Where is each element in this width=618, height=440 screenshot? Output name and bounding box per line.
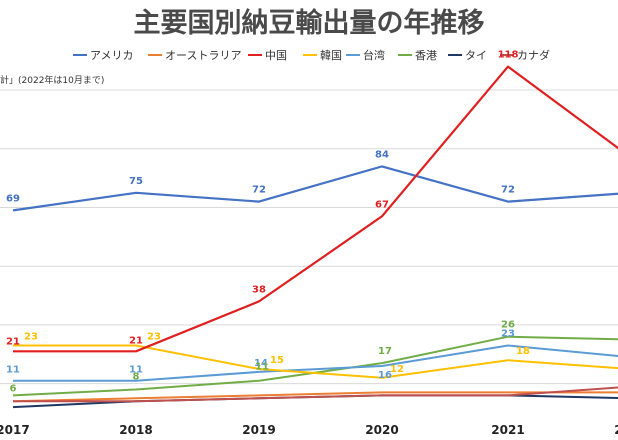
legend-label: タイ	[465, 49, 487, 62]
series-line	[13, 65, 618, 353]
legend-label: 韓国	[320, 49, 342, 62]
series-line	[13, 386, 618, 403]
chart-note: 計」(2022年は10月まで)	[0, 74, 104, 86]
data-label: 16	[378, 370, 392, 381]
data-label: 18	[516, 346, 530, 357]
data-label: 72	[252, 185, 266, 196]
series-lines	[12, 65, 618, 409]
legend-label: オーストラリア	[165, 49, 241, 62]
chart-title: 主要国別納豆輸出量の年推移	[134, 7, 485, 39]
legend-label: 中国	[265, 49, 287, 62]
data-label: 84	[375, 149, 389, 160]
x-tick-label: 2022	[614, 423, 618, 437]
data-label: 118	[498, 50, 519, 61]
legend-item: アメリカ	[73, 49, 133, 62]
data-label: 14	[254, 358, 268, 369]
legend-item: タイ	[448, 49, 487, 62]
series-line	[13, 344, 618, 379]
series-line	[12, 165, 618, 212]
series-line	[13, 344, 618, 382]
data-label: 23	[24, 331, 38, 342]
data-label: 23	[147, 331, 161, 342]
data-label: 67	[375, 199, 389, 210]
x-tick-label: 2019	[242, 423, 275, 437]
data-label: 26	[501, 320, 515, 331]
data-label: 21	[129, 335, 143, 346]
legend-item: 中国	[248, 49, 287, 62]
x-tick-label: 2020	[365, 423, 398, 437]
legend-label: アメリカ	[90, 49, 133, 62]
data-label: 69	[6, 193, 20, 204]
series-line	[12, 391, 618, 403]
legend-item: 香港	[398, 49, 437, 62]
legend-label: カナダ	[517, 48, 550, 62]
legend-item: オーストラリア	[148, 49, 241, 62]
x-tick-label: 2018	[119, 423, 152, 437]
legend-item: 台湾	[346, 48, 385, 62]
data-label: 6	[10, 383, 17, 394]
data-label: 38	[252, 284, 266, 295]
data-label: 12	[390, 364, 404, 375]
data-label: 21	[6, 336, 20, 347]
data-label: 23	[501, 328, 515, 339]
x-tick-label: 2017	[0, 423, 30, 437]
data-label: 15	[270, 355, 284, 366]
legend-label: 香港	[415, 49, 437, 62]
x-axis-ticks: 2017 2018 2019 2020 2021 2022	[0, 423, 618, 437]
legend-item: カナダ	[500, 48, 550, 62]
legend-item: 韓国	[303, 49, 342, 62]
data-label: 11	[255, 362, 269, 373]
legend: アメリカ オーストラリア 中国 韓国 台湾 香港 タイ カナダ	[73, 48, 550, 62]
data-label: 11	[6, 365, 20, 376]
data-label: 11	[129, 365, 143, 376]
series-line	[12, 335, 618, 397]
data-label: 72	[501, 185, 515, 196]
data-label: 8	[133, 372, 140, 383]
gridlines	[0, 89, 618, 385]
data-label: 75	[129, 176, 143, 187]
x-tick-label: 2021	[491, 423, 524, 437]
legend-label: 台湾	[363, 48, 385, 62]
data-label: 17	[378, 346, 392, 357]
